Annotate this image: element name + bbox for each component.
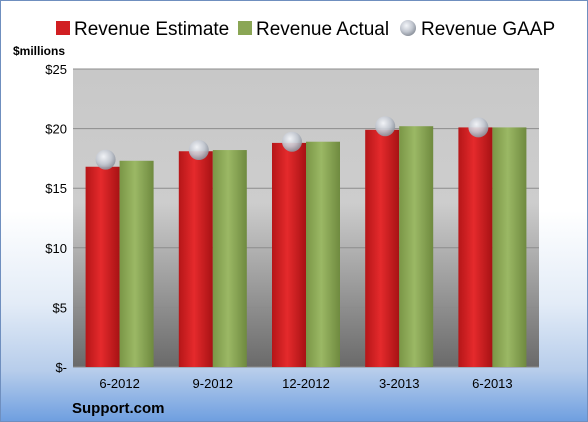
y-tick-label: $5 — [53, 300, 67, 315]
bar-revenue-estimate — [272, 142, 306, 367]
y-tick-label: $10 — [45, 241, 67, 256]
bar-revenue-actual — [306, 141, 340, 367]
bar-revenue-estimate — [365, 129, 400, 367]
y-tick-label: $- — [55, 360, 67, 375]
marker-revenue-gaap — [375, 116, 396, 137]
gaap-markers — [95, 116, 489, 170]
bar-revenue-actual — [399, 126, 434, 367]
bar-revenue-estimate — [178, 151, 213, 367]
legend-swatch-estimate — [56, 21, 70, 35]
y-tick-label: $25 — [45, 62, 67, 77]
legend-item-actual[interactable]: Revenue Actual — [238, 19, 389, 40]
bars — [85, 126, 527, 368]
y-axis-unit-label: $millions — [13, 44, 65, 58]
legend-swatch-actual — [238, 21, 252, 35]
y-tick-label: $15 — [45, 181, 67, 196]
bar-revenue-actual — [212, 150, 247, 367]
x-tick-label: 6-2013 — [472, 376, 512, 391]
legend-item-gaap[interactable]: Revenue GAAP — [400, 19, 555, 40]
legend-label-actual: Revenue Actual — [256, 19, 389, 40]
marker-revenue-gaap — [468, 117, 489, 138]
x-tick-label: 6-2012 — [99, 376, 139, 391]
y-tick-label: $20 — [45, 122, 67, 137]
y-axis-ticks: $- $5 $10 $15 $20 $25 — [45, 62, 67, 375]
brand-label: Support.com — [72, 400, 165, 417]
bar-revenue-estimate — [85, 166, 120, 367]
legend-item-estimate[interactable]: Revenue Estimate — [56, 19, 229, 40]
x-tick-label: 9-2012 — [193, 376, 233, 391]
marker-revenue-gaap — [95, 149, 116, 170]
legend-marker-gaap — [400, 20, 416, 36]
x-tick-label: 12-2012 — [282, 376, 330, 391]
legend-label-gaap: Revenue GAAP — [421, 19, 555, 40]
legend: Revenue Estimate Revenue Actual Revenue … — [56, 19, 555, 40]
x-axis-ticks: 6-2012 9-2012 12-2012 3-2013 6-2013 — [99, 376, 512, 391]
bar-revenue-estimate — [458, 127, 493, 368]
marker-revenue-gaap — [188, 140, 209, 161]
marker-revenue-gaap — [282, 131, 302, 152]
bar-revenue-actual — [119, 160, 154, 367]
x-tick-label: 3-2013 — [379, 376, 419, 391]
legend-label-estimate: Revenue Estimate — [74, 19, 229, 40]
bar-revenue-actual — [492, 127, 527, 368]
